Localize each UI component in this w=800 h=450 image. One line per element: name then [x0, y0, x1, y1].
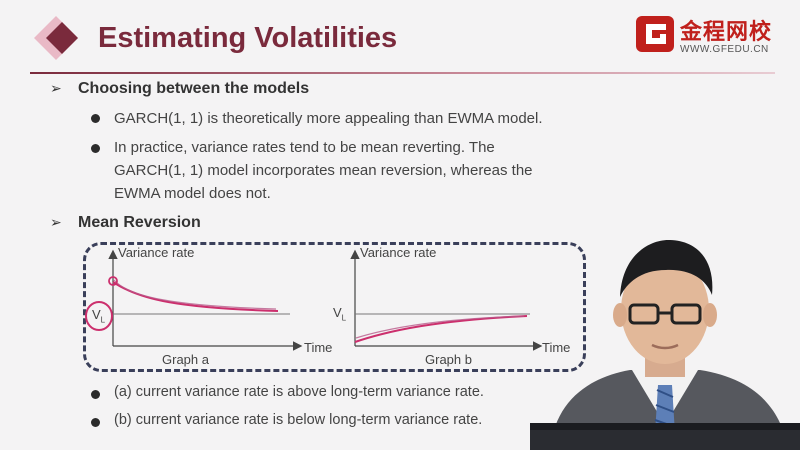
graph-a-vl-label: VL [92, 307, 105, 325]
page-title: Estimating Volatilities [98, 22, 398, 54]
bullet-dot-icon [91, 418, 100, 427]
gfedu-logo: 金程网校 WWW.GFEDU.CN [636, 14, 776, 60]
logo-text: 金程网校 [680, 20, 773, 45]
graph-box [83, 242, 586, 372]
bullet-text: GARCH(1, 1) is theoretically more appeal… [114, 110, 543, 127]
arrow-bullet-icon: ➢ [50, 214, 62, 230]
graph-b-caption: Graph b [425, 352, 472, 367]
section-heading-models: ➢ Choosing between the models [50, 80, 310, 98]
bullet-text-graph-a: (a) current variance rate is above long-… [114, 384, 484, 400]
vl-subscript: L [100, 315, 106, 325]
logo-mark-icon [636, 16, 674, 52]
graph-a-x-label: Time [304, 340, 333, 355]
bullet-text-graph-b: (b) current variance rate is below long-… [114, 412, 483, 428]
arrow-bullet-icon: ➢ [50, 80, 62, 96]
bullet-dot-icon [91, 144, 100, 153]
bullet-text: GARCH(1, 1) model incorporates mean reve… [114, 162, 533, 179]
graph-b-annotation-curve [355, 315, 525, 339]
graph-a-annotation-curve [113, 279, 277, 310]
vl-text: V [333, 305, 342, 320]
graph-b-vl-label: VL [333, 305, 346, 323]
logo-url: WWW.GFEDU.CN [680, 44, 769, 55]
section-heading-text: Mean Reversion [78, 214, 201, 231]
graph-a-start-point [108, 276, 118, 286]
title-diamond-icon [34, 16, 78, 60]
graph-a-caption: Graph a [162, 352, 209, 367]
bullet-text: EWMA model does not. [114, 185, 271, 202]
bullet-text: In practice, variance rates tend to be m… [114, 139, 495, 156]
graph-b-y-label: Variance rate [360, 245, 437, 260]
bullet-dot-icon [91, 390, 100, 399]
graph-a-y-label: Variance rate [118, 245, 195, 260]
title-divider [30, 72, 775, 74]
graph-b-x-label: Time [542, 340, 571, 355]
graph-a-vl-circle [85, 301, 113, 331]
graph-a-curve [112, 281, 279, 312]
presenter-figure [530, 239, 800, 450]
bullet-dot-icon [91, 114, 100, 123]
section-heading-mean-reversion: ➢ Mean Reversion [50, 214, 201, 232]
graph-b-curve [354, 315, 528, 343]
vl-subscript: L [341, 313, 347, 323]
vl-text: V [92, 307, 101, 322]
section-heading-text: Choosing between the models [78, 80, 310, 97]
